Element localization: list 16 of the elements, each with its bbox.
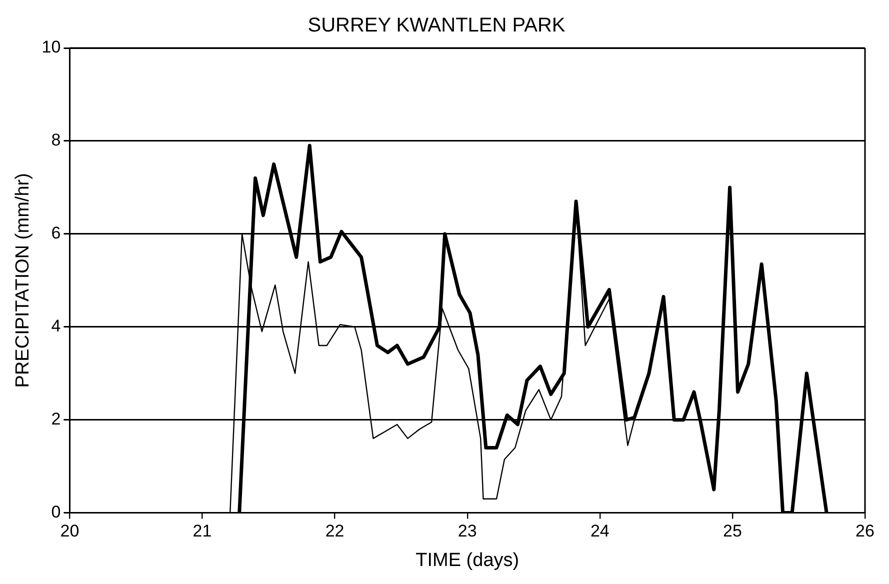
y-tick-label: 0 (51, 502, 61, 522)
x-tick-label: 23 (458, 522, 477, 541)
x-tick-label: 26 (856, 522, 874, 541)
x-tick-label: 21 (192, 522, 212, 541)
y-tick-label: 6 (51, 224, 61, 243)
x-axis-title: TIME (days) (416, 550, 520, 571)
chart-title: SURREY KWANTLEN PARK (308, 14, 566, 37)
x-tick-label: 25 (722, 522, 742, 541)
x-tick-label: 20 (60, 522, 80, 541)
y-tick-label: 8 (51, 130, 61, 150)
y-tick-label: 10 (42, 38, 61, 57)
x-tick-label: 24 (590, 522, 610, 541)
x-tick-label: 22 (325, 522, 344, 541)
y-axis-title: PRECIPITATION (mm/hr) (12, 173, 34, 388)
y-tick-label: 4 (51, 316, 61, 336)
y-tick-label: 2 (51, 410, 61, 429)
